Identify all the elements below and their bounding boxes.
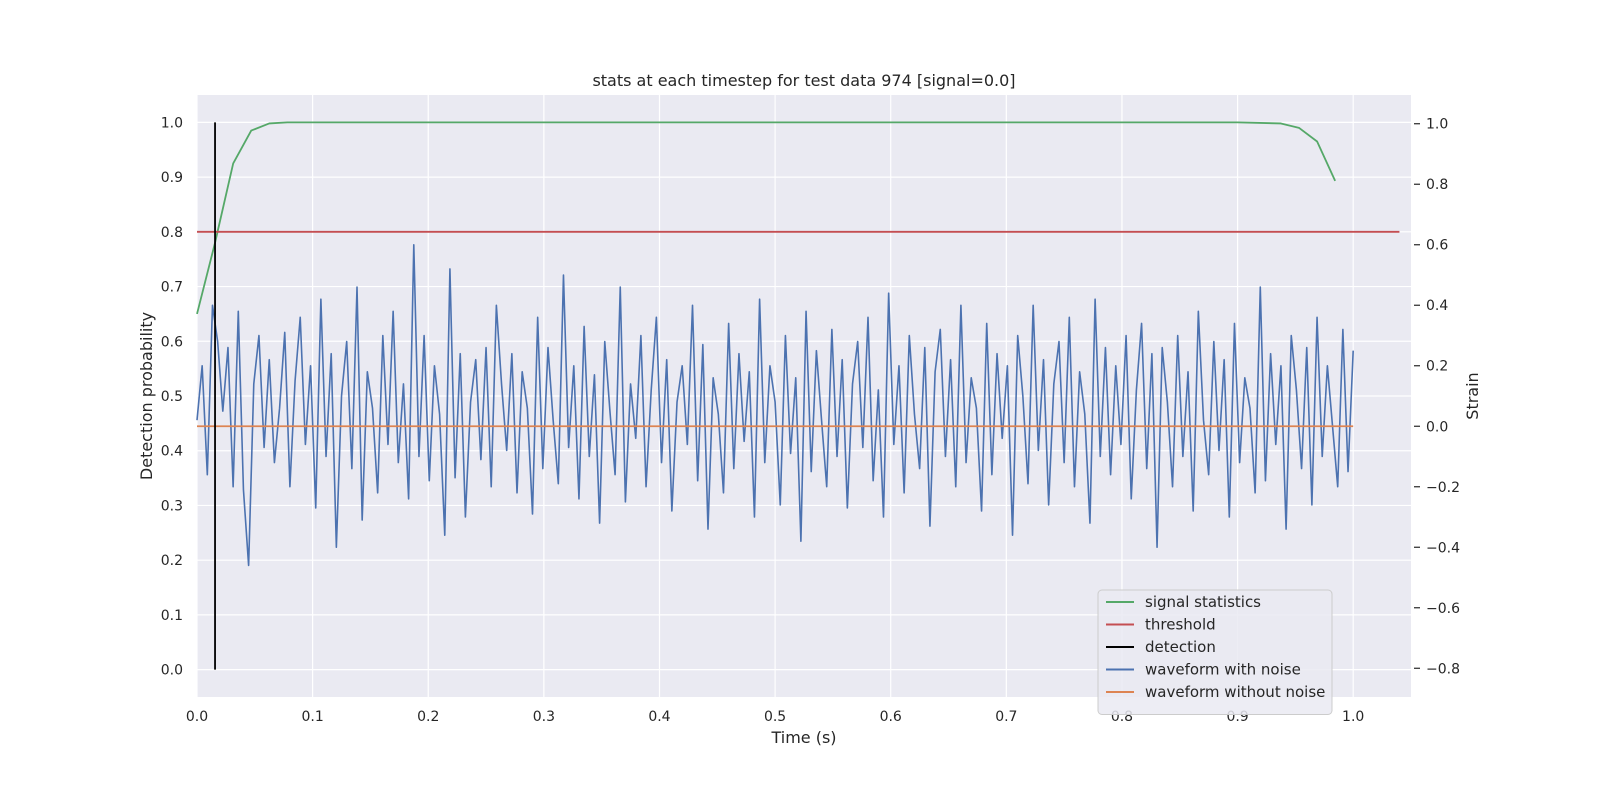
left-y-tick-label: 0.4 bbox=[161, 444, 183, 460]
right-y-tick-label: 1.0 bbox=[1426, 117, 1448, 133]
right-y-tick-label: 0.8 bbox=[1426, 177, 1448, 193]
x-axis-label: Time (s) bbox=[770, 728, 836, 747]
series-layer bbox=[196, 121, 1400, 670]
left-y-tick-label: 0.0 bbox=[161, 663, 183, 679]
left-y-tick-label: 0.5 bbox=[161, 389, 183, 405]
left-y-tick-label: 0.3 bbox=[161, 498, 183, 514]
x-tick-label: 0.0 bbox=[186, 709, 208, 725]
x-tick-label: 0.4 bbox=[648, 709, 670, 725]
left-y-axis-ticks: 0.0 0.1 0.2 0.3 0.4 0.5 0.6 0.7 0.8 0.9 1.0 bbox=[161, 115, 183, 678]
left-y-tick-label: 1.0 bbox=[161, 115, 183, 131]
x-tick-label: 0.6 bbox=[880, 709, 902, 725]
right-y-tick-label: 0.4 bbox=[1426, 298, 1448, 314]
x-tick-label: 0.2 bbox=[417, 709, 439, 725]
right-y-axis-label: Strain bbox=[1463, 372, 1482, 419]
x-tick-label: 1.0 bbox=[1342, 709, 1364, 725]
left-y-tick-label: 0.9 bbox=[161, 170, 183, 186]
left-y-tick-label: 0.2 bbox=[161, 553, 183, 569]
x-tick-label: 0.5 bbox=[764, 709, 786, 725]
legend-entry: waveform with noise bbox=[1145, 661, 1301, 679]
right-y-tick-label: −0.6 bbox=[1426, 601, 1460, 617]
legend-entry: detection bbox=[1145, 638, 1216, 656]
legend: signal statistics threshold detection wavef… bbox=[1097, 589, 1333, 715]
legend-entry: signal statistics bbox=[1145, 593, 1261, 611]
left-y-tick-label: 0.1 bbox=[161, 608, 183, 624]
chart-title: stats at each timestep for test data 974… bbox=[592, 71, 1015, 90]
x-tick-label: 0.3 bbox=[533, 709, 555, 725]
x-axis-ticks: 0.0 0.1 0.2 0.3 0.4 0.5 0.6 0.7 0.8 0.9 1.0 bbox=[186, 709, 1364, 725]
series-line-signal-statistics bbox=[196, 121, 1336, 315]
right-y-tick-label: −0.4 bbox=[1426, 540, 1460, 556]
left-y-tick-label: 0.7 bbox=[161, 280, 183, 296]
left-y-axis-label: Detection probability bbox=[137, 312, 156, 480]
left-y-tick-label: 0.6 bbox=[161, 334, 183, 350]
right-y-tick-label: 0.6 bbox=[1426, 238, 1448, 254]
legend-entry: waveform without noise bbox=[1145, 683, 1325, 701]
series-line-waveform-with-noise bbox=[196, 243, 1354, 567]
right-y-tick-label: 0.2 bbox=[1426, 359, 1448, 375]
right-y-tick-label: −0.8 bbox=[1426, 661, 1460, 677]
left-y-tick-label: 0.8 bbox=[161, 225, 183, 241]
legend-box bbox=[1097, 589, 1333, 715]
right-y-axis-ticks: −0.8 −0.6 −0.4 −0.2 0.0 0.2 0.4 0.6 0.8 1.0 bbox=[1414, 117, 1460, 677]
x-tick-label: 0.7 bbox=[995, 709, 1017, 725]
right-y-tick-label: 0.0 bbox=[1426, 419, 1448, 435]
legend-entry: threshold bbox=[1145, 616, 1216, 634]
x-tick-label: 0.1 bbox=[301, 709, 323, 725]
right-y-tick-label: −0.2 bbox=[1426, 480, 1460, 496]
